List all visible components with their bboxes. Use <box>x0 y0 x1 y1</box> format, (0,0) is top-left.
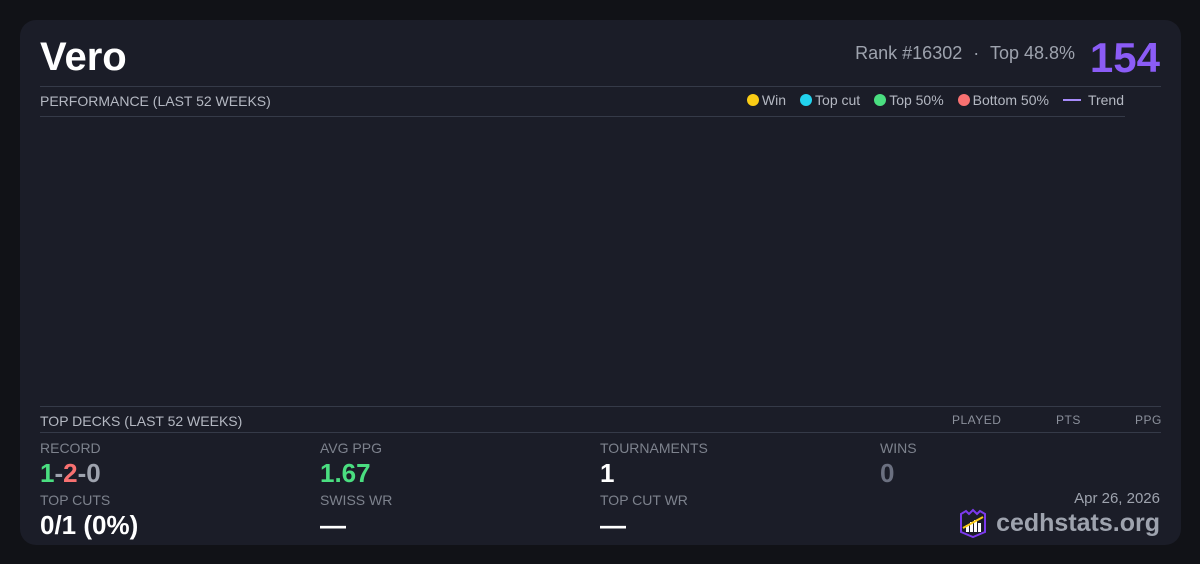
legend-bottom-50: Bottom 50% <box>957 92 1049 108</box>
legend-win: Win <box>746 92 786 108</box>
stat-top-cuts: TOP CUTS 0/1 (0%) <box>40 492 139 540</box>
legend-top-50: Top 50% <box>874 92 944 108</box>
column-played: PLAYED <box>952 413 1002 427</box>
top-cut-dot-icon <box>800 94 813 106</box>
player-name: Vero <box>40 35 127 79</box>
top-50-dot-icon <box>874 94 887 106</box>
stat-avg-ppg: AVG PPG 1.67 <box>320 440 382 488</box>
top-decks-title: TOP DECKS (LAST 52 WEEKS) <box>40 413 243 429</box>
column-ppg: PPG <box>1135 413 1162 427</box>
record-value: 1-2-0 <box>40 458 101 488</box>
player-card: Vero Rank #16302 · Top 48.8% 154 PERFORM… <box>20 20 1181 545</box>
record-label: RECORD <box>40 440 101 456</box>
stat-wins: WINS 0 <box>880 440 917 488</box>
legend-trend: Trend <box>1062 92 1124 108</box>
legend-top-cut: Top cut <box>800 92 860 108</box>
trend-line-icon <box>1062 99 1081 101</box>
divider <box>40 432 1161 433</box>
brand: cedhstats.org <box>958 508 1160 538</box>
rank-line: Rank #16302 · Top 48.8% <box>855 43 1075 64</box>
divider <box>40 86 1161 87</box>
rank: Rank #16302 <box>855 43 963 63</box>
stat-record: RECORD 1-2-0 <box>40 440 101 489</box>
bottom-50-dot-icon <box>957 94 970 106</box>
date: Apr 26, 2026 <box>1074 490 1160 507</box>
divider <box>40 406 1161 407</box>
stat-top-cut-wr: TOP CUT WR — <box>600 492 688 540</box>
stat-swiss-wr: SWISS WR — <box>320 492 393 540</box>
win-dot-icon <box>746 94 759 106</box>
divider <box>40 116 1125 117</box>
stat-tournaments: TOURNAMENTS 1 <box>600 440 708 488</box>
score: 154 <box>1089 34 1160 81</box>
column-pts: PTS <box>1056 413 1081 427</box>
cedhstats-logo-icon <box>960 508 987 538</box>
separator: · <box>973 43 980 63</box>
top-percent: Top 48.8% <box>989 43 1075 63</box>
chart-legend: Win Top cut Top 50% Bottom 50% Trend <box>746 92 1124 108</box>
performance-title: PERFORMANCE (LAST 52 WEEKS) <box>40 93 271 109</box>
